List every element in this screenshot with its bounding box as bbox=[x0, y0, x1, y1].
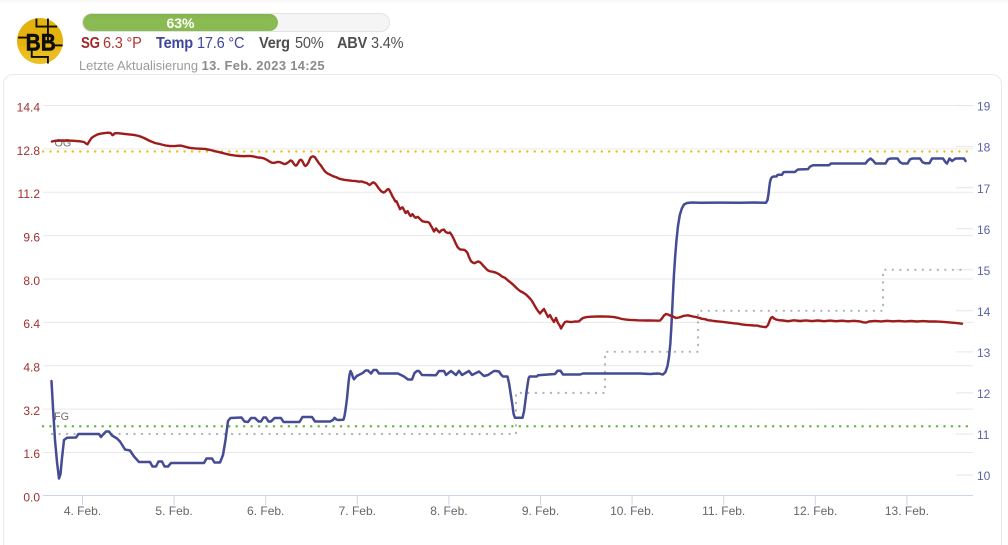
svg-text:7. Feb.: 7. Feb. bbox=[339, 504, 376, 518]
svg-text:9.6: 9.6 bbox=[23, 231, 40, 245]
svg-text:4. Feb.: 4. Feb. bbox=[64, 504, 101, 518]
svg-text:13. Feb.: 13. Feb. bbox=[885, 504, 929, 518]
svg-text:12.8: 12.8 bbox=[17, 144, 41, 158]
svg-text:0.0: 0.0 bbox=[23, 490, 40, 504]
svg-text:11. Feb.: 11. Feb. bbox=[702, 504, 745, 518]
svg-text:13: 13 bbox=[977, 346, 991, 360]
svg-text:8. Feb.: 8. Feb. bbox=[430, 504, 467, 518]
svg-text:8.0: 8.0 bbox=[23, 274, 40, 288]
svg-text:15: 15 bbox=[977, 264, 991, 278]
svg-text:1.6: 1.6 bbox=[23, 447, 40, 461]
svg-text:5. Feb.: 5. Feb. bbox=[155, 504, 192, 518]
svg-text:BB: BB bbox=[26, 29, 56, 56]
svg-text:18: 18 bbox=[977, 141, 991, 155]
svg-text:OG: OG bbox=[55, 137, 72, 149]
svg-text:12: 12 bbox=[977, 387, 991, 401]
svg-text:10: 10 bbox=[977, 469, 991, 483]
svg-text:4.8: 4.8 bbox=[23, 361, 40, 375]
svg-text:11.2: 11.2 bbox=[18, 187, 41, 201]
svg-text:10. Feb.: 10. Feb. bbox=[610, 504, 654, 518]
svg-text:3.2: 3.2 bbox=[23, 404, 40, 418]
svg-text:17: 17 bbox=[977, 182, 991, 196]
svg-text:12. Feb.: 12. Feb. bbox=[793, 504, 837, 518]
svg-text:9. Feb.: 9. Feb. bbox=[522, 504, 559, 518]
svg-text:19: 19 bbox=[977, 100, 991, 114]
svg-text:FG: FG bbox=[54, 411, 69, 423]
svg-text:14.4: 14.4 bbox=[17, 101, 41, 115]
svg-text:11: 11 bbox=[977, 428, 990, 442]
svg-text:14: 14 bbox=[977, 305, 991, 319]
svg-text:16: 16 bbox=[977, 223, 991, 237]
svg-text:6. Feb.: 6. Feb. bbox=[247, 504, 284, 518]
svg-text:6.4: 6.4 bbox=[23, 317, 40, 331]
